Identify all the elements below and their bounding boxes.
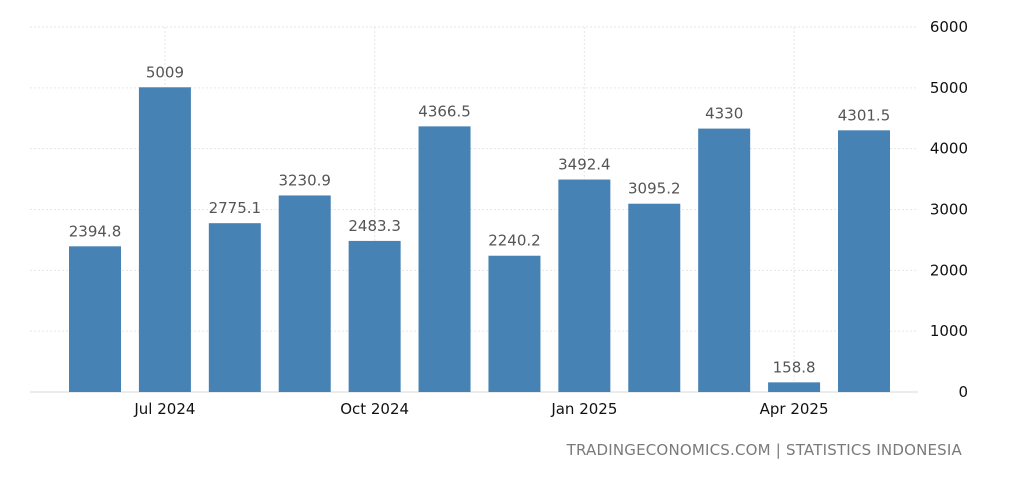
bar-value-label: 2240.2 (488, 232, 541, 250)
y-tick-label: 3000 (930, 201, 968, 219)
data-labels: 2394.8 5009 2775.1 3230.9 2483.3 4366.5 2240.2… (69, 63, 891, 376)
bar-value-label: 3492.4 (558, 156, 611, 174)
bar-value-label: 2775.1 (209, 199, 262, 217)
y-axis-ticks: 0 1000 2000 3000 4000 5000 6000 (930, 18, 968, 401)
bar-value-label: 4366.5 (418, 102, 471, 120)
bar-series (69, 87, 890, 393)
bar (698, 128, 751, 392)
bar (488, 255, 541, 392)
bar (69, 246, 121, 392)
bar-value-label: 4330 (705, 105, 743, 123)
y-tick-label: 0 (958, 383, 968, 401)
bar-value-label: 158.8 (773, 358, 816, 376)
y-tick-label: 6000 (930, 18, 968, 36)
bar-value-label: 3230.9 (278, 171, 331, 189)
bar-value-label: 2483.3 (348, 217, 401, 235)
y-tick-label: 2000 (930, 261, 968, 279)
y-tick-label: 5000 (930, 79, 968, 97)
y-tick-label: 1000 (930, 322, 968, 340)
bar-value-label: 5009 (146, 63, 184, 81)
bar (768, 382, 821, 392)
bar (628, 203, 681, 392)
bar-value-label: 4301.5 (838, 106, 891, 124)
bar (418, 126, 471, 392)
bar (838, 130, 890, 392)
bar (558, 179, 611, 392)
x-tick-label: Jul 2024 (133, 400, 195, 418)
x-axis-ticks: Jul 2024 Oct 2024 Jan 2025 Apr 2025 (133, 400, 828, 418)
bar-value-label: 2394.8 (69, 222, 122, 240)
x-tick-label: Apr 2025 (760, 400, 829, 418)
bar-value-label: 3095.2 (628, 180, 681, 198)
bar (138, 87, 191, 393)
source-credit: TRADINGECONOMICS.COM | STATISTICS INDONE… (566, 441, 962, 459)
x-tick-label: Oct 2024 (340, 400, 409, 418)
y-tick-label: 4000 (930, 140, 968, 158)
x-tick-label: Jan 2025 (550, 400, 617, 418)
bar (348, 240, 401, 392)
bar (278, 195, 331, 392)
bar (208, 223, 261, 392)
